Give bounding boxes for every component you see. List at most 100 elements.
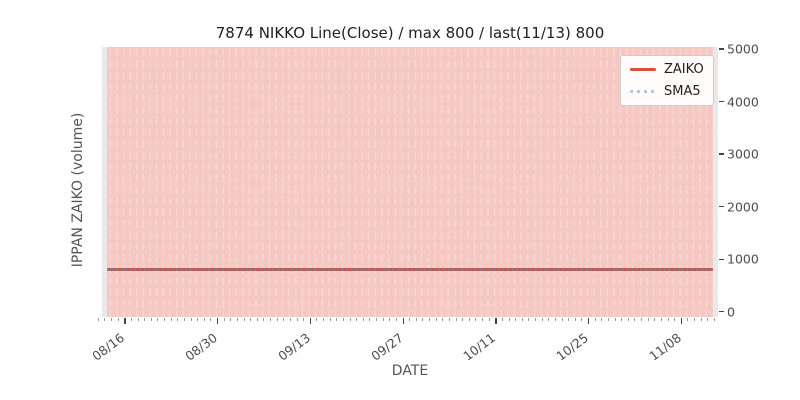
x-minor-tick-mark bbox=[694, 317, 696, 321]
y-tick-mark bbox=[719, 153, 724, 155]
x-minor-tick-mark bbox=[197, 317, 199, 321]
x-minor-tick-mark bbox=[157, 317, 159, 321]
y-tick-label: 2000 bbox=[727, 199, 759, 215]
y-tick-mark bbox=[719, 206, 724, 208]
x-minor-tick-mark bbox=[342, 317, 344, 321]
legend-label: ZAIKO bbox=[664, 62, 704, 77]
x-minor-tick-mark bbox=[687, 317, 689, 321]
x-minor-tick-mark bbox=[170, 317, 172, 321]
x-minor-tick-mark bbox=[190, 317, 192, 321]
x-minor-tick-mark bbox=[117, 317, 119, 321]
x-minor-tick-mark bbox=[442, 317, 444, 321]
x-minor-tick-mark bbox=[554, 317, 556, 321]
x-minor-tick-mark bbox=[303, 317, 305, 321]
x-minor-tick-mark bbox=[376, 317, 378, 321]
x-minor-tick-mark bbox=[429, 317, 431, 321]
x-minor-tick-mark bbox=[276, 317, 278, 321]
x-minor-tick-mark bbox=[647, 317, 649, 321]
x-minor-tick-mark bbox=[521, 317, 523, 321]
x-minor-tick-mark bbox=[535, 317, 537, 321]
x-minor-tick-mark bbox=[448, 317, 450, 321]
x-minor-tick-mark bbox=[707, 317, 709, 321]
y-tick-label: 5000 bbox=[727, 41, 759, 57]
x-minor-tick-mark bbox=[243, 317, 245, 321]
x-minor-tick-mark bbox=[601, 317, 603, 321]
x-minor-tick-mark bbox=[614, 317, 616, 321]
x-minor-tick-mark bbox=[409, 317, 411, 321]
x-axis-label: DATE bbox=[391, 363, 429, 379]
x-minor-tick-mark bbox=[621, 317, 623, 321]
legend: ZAIKO SMA5 bbox=[620, 55, 714, 106]
x-minor-tick-mark bbox=[561, 317, 563, 321]
x-minor-tick-mark bbox=[104, 317, 106, 321]
x-minor-tick-mark bbox=[150, 317, 152, 321]
y-tick-label: 3000 bbox=[727, 146, 759, 162]
x-minor-tick-mark bbox=[667, 317, 669, 321]
x-minor-tick-mark bbox=[528, 317, 530, 321]
x-major-tick-mark bbox=[309, 317, 312, 324]
x-minor-tick-mark bbox=[210, 317, 212, 321]
x-minor-tick-mark bbox=[111, 317, 113, 321]
y-tick-mark bbox=[719, 100, 724, 103]
x-minor-tick-mark bbox=[250, 317, 252, 321]
x-minor-tick-mark bbox=[323, 317, 325, 321]
x-minor-tick-mark bbox=[289, 317, 291, 321]
x-minor-tick-mark bbox=[568, 317, 570, 321]
x-minor-tick-mark bbox=[594, 317, 596, 321]
y-tick-label: 4000 bbox=[727, 94, 759, 110]
y-tick-label: 1000 bbox=[727, 251, 759, 267]
x-minor-tick-mark bbox=[164, 317, 166, 321]
legend-item-sma5: SMA5 bbox=[630, 84, 704, 99]
x-minor-tick-mark bbox=[607, 317, 609, 321]
x-minor-tick-mark bbox=[336, 317, 338, 321]
x-minor-tick-mark bbox=[541, 317, 543, 321]
y-tick-mark bbox=[719, 48, 724, 50]
sma5-series-line bbox=[107, 268, 713, 271]
x-minor-tick-mark bbox=[137, 317, 139, 321]
x-minor-tick-mark bbox=[455, 317, 457, 321]
x-minor-tick-mark bbox=[574, 317, 576, 321]
x-minor-tick-mark bbox=[263, 317, 265, 321]
x-minor-tick-mark bbox=[329, 317, 331, 321]
x-minor-tick-mark bbox=[270, 317, 272, 321]
x-minor-tick-mark bbox=[641, 317, 643, 321]
x-minor-tick-mark bbox=[362, 317, 364, 321]
x-minor-tick-mark bbox=[223, 317, 225, 321]
y-tick-label: 0 bbox=[727, 304, 735, 320]
x-minor-tick-mark bbox=[634, 317, 636, 321]
x-minor-tick-mark bbox=[356, 317, 358, 321]
x-major-tick-mark bbox=[402, 317, 404, 324]
legend-solid-line-sample bbox=[630, 68, 656, 71]
chart-title: 7874 NIKKO Line(Close) / max 800 / last(… bbox=[215, 24, 605, 42]
x-minor-tick-mark bbox=[482, 317, 484, 321]
x-minor-tick-mark bbox=[349, 317, 351, 321]
x-minor-tick-mark bbox=[97, 317, 99, 321]
x-minor-tick-mark bbox=[389, 317, 391, 321]
x-minor-tick-mark bbox=[462, 317, 464, 321]
legend-label: SMA5 bbox=[664, 84, 701, 99]
x-minor-tick-mark bbox=[183, 317, 185, 321]
x-minor-tick-mark bbox=[144, 317, 146, 321]
x-minor-tick-mark bbox=[130, 317, 132, 321]
x-minor-tick-mark bbox=[475, 317, 477, 321]
x-minor-tick-mark bbox=[515, 317, 517, 321]
y-tick-mark bbox=[719, 311, 724, 313]
x-minor-tick-mark bbox=[230, 317, 232, 321]
x-minor-tick-mark bbox=[296, 317, 298, 321]
x-minor-tick-mark bbox=[422, 317, 424, 321]
daily-band-background bbox=[107, 47, 713, 317]
x-minor-tick-mark bbox=[501, 317, 503, 321]
x-major-tick-mark bbox=[124, 317, 126, 324]
x-major-tick-mark bbox=[217, 317, 219, 324]
x-minor-tick-mark bbox=[316, 317, 318, 321]
x-minor-tick-mark bbox=[700, 317, 702, 321]
x-minor-tick-mark bbox=[581, 317, 583, 321]
x-major-tick-mark bbox=[680, 317, 683, 324]
x-minor-tick-mark bbox=[654, 317, 656, 321]
x-minor-tick-mark bbox=[256, 317, 258, 321]
x-minor-tick-mark bbox=[468, 317, 470, 321]
x-minor-tick-mark bbox=[382, 317, 384, 321]
x-minor-tick-mark bbox=[713, 317, 715, 321]
x-minor-tick-mark bbox=[435, 317, 437, 321]
